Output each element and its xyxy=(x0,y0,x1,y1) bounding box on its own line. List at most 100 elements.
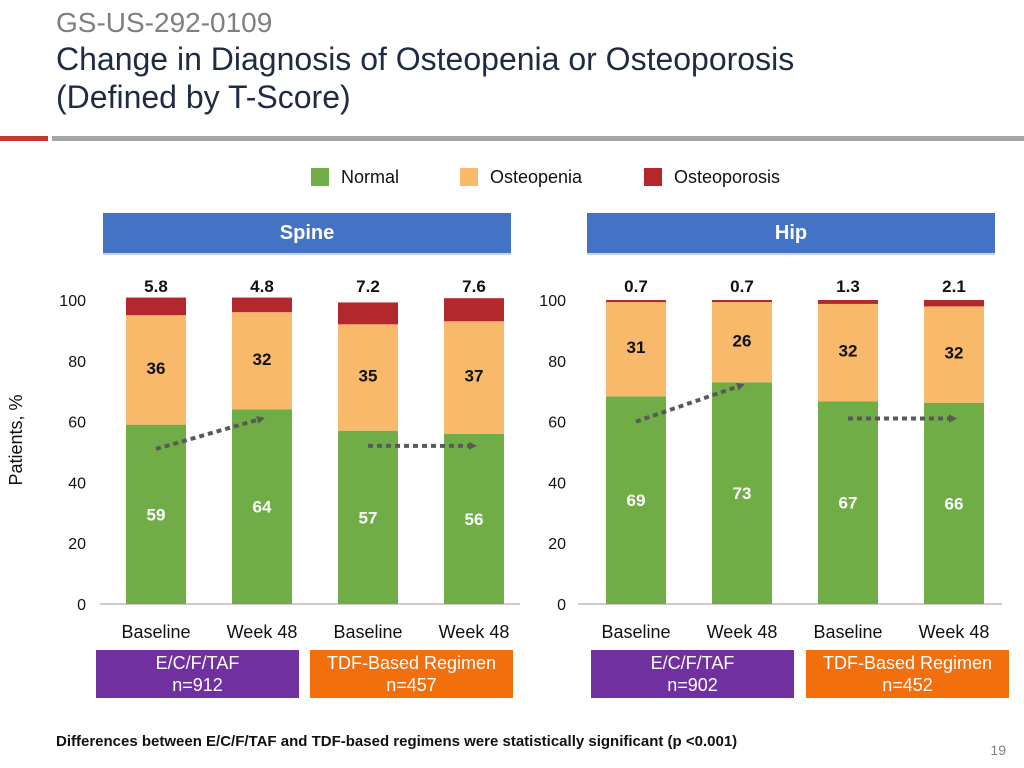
group-n: n=902 xyxy=(667,675,718,695)
group-name: E/C/F/TAF xyxy=(650,653,735,673)
legend-label-osteopenia: Osteopenia xyxy=(490,166,583,187)
spine-bar-normal xyxy=(232,409,292,604)
spine-category-label: Baseline xyxy=(121,622,190,642)
stacked-bar-charts: 0 20 40 60 80 100 59 36 5.8 Baseline 64 32 4.8 Week 4… xyxy=(59,277,1002,642)
spine-label-normal: 57 xyxy=(359,508,378,527)
hip-bar-normal xyxy=(818,401,878,604)
hip-label-normal: 69 xyxy=(627,491,646,510)
legend-item-normal: Normal xyxy=(311,166,399,188)
hip-category-label: Baseline xyxy=(813,622,882,642)
legend-label-normal: Normal xyxy=(341,166,400,187)
spine-y-tick-label: 0 xyxy=(77,597,86,614)
hip-label-osteoporosis: 2.1 xyxy=(942,277,966,296)
hip-label-osteoporosis: 0.7 xyxy=(730,277,754,296)
group-name: E/C/F/TAF xyxy=(155,653,240,673)
spine-bar-osteoporosis xyxy=(126,297,186,316)
legend-item-osteopenia: Osteopenia xyxy=(460,166,582,188)
spine-bar-osteopenia xyxy=(338,324,398,431)
hip-category-label: Week 48 xyxy=(919,622,990,642)
hip-bar-osteoporosis xyxy=(818,300,878,304)
hip-bar-normal xyxy=(712,382,772,604)
group-name: TDF-Based Regimen xyxy=(822,653,993,673)
spine-bar-osteoporosis xyxy=(338,302,398,325)
spine-bar-osteopenia xyxy=(444,321,504,434)
spine-bar-osteopenia xyxy=(126,315,186,425)
spine-y-tick-label: 80 xyxy=(68,354,86,371)
hip-bar-osteopenia xyxy=(712,302,772,383)
spine-label-osteoporosis: 7.2 xyxy=(356,277,380,296)
hip-y-tick-label: 100 xyxy=(539,293,566,310)
spine-label-osteopenia: 37 xyxy=(465,367,484,386)
spine-label-osteopenia: 36 xyxy=(147,359,166,378)
hip-bar-normal xyxy=(924,402,984,604)
hip-y-tick-label: 40 xyxy=(548,475,566,492)
group-box-spine-tdf: TDF-Based Regimen n=457 xyxy=(310,650,513,698)
hip-label-osteoporosis: 1.3 xyxy=(836,277,860,296)
spine-label-normal: 64 xyxy=(253,498,272,517)
hip-label-normal: 66 xyxy=(945,494,964,513)
spine-bar-normal xyxy=(444,433,504,604)
spine-label-normal: 56 xyxy=(465,510,484,529)
spine-category-label: Week 48 xyxy=(439,622,510,642)
spine-y-tick-label: 100 xyxy=(59,293,86,310)
spine-category-label: Week 48 xyxy=(227,622,298,642)
hip-y-tick-label: 0 xyxy=(557,597,566,614)
spine-y-tick-label: 40 xyxy=(68,475,86,492)
hip-label-normal: 73 xyxy=(733,484,752,503)
hip-y-tick-label: 60 xyxy=(548,415,566,432)
spine-bar-normal xyxy=(338,430,398,604)
spine-y-tick-label: 20 xyxy=(68,536,86,553)
study-id: GS-US-292-0109 xyxy=(56,7,273,38)
spine-bar-normal xyxy=(126,424,186,604)
hip-bar-normal xyxy=(606,396,666,604)
hip-label-osteopenia: 32 xyxy=(945,344,964,363)
legend-swatch-osteopenia xyxy=(460,168,478,186)
hip-bar-osteopenia xyxy=(606,302,666,397)
title-line-1: Change in Diagnosis of Osteopenia or Ost… xyxy=(56,41,795,77)
spine-y-tick-label: 60 xyxy=(68,415,86,432)
spine-label-osteoporosis: 5.8 xyxy=(144,277,168,296)
hip-category-label: Week 48 xyxy=(707,622,778,642)
group-n: n=912 xyxy=(172,675,223,695)
title-line-2: (Defined by T-Score) xyxy=(56,79,351,115)
page-number: 19 xyxy=(990,742,1006,758)
hip-y-tick-label: 20 xyxy=(548,536,566,553)
panel-header-hip: Hip xyxy=(587,213,995,255)
hip-bar-osteopenia xyxy=(924,306,984,403)
legend-item-osteoporosis: Osteoporosis xyxy=(644,166,780,188)
hip-label-osteopenia: 31 xyxy=(627,338,646,357)
footnote: Differences between E/C/F/TAF and TDF-ba… xyxy=(56,733,738,750)
spine-bar-osteoporosis xyxy=(232,297,292,313)
group-box-spine-ecftaf: E/C/F/TAF n=912 xyxy=(96,650,299,698)
legend-label-osteoporosis: Osteoporosis xyxy=(674,166,781,187)
spine-label-normal: 59 xyxy=(147,505,166,524)
hip-label-osteoporosis: 0.7 xyxy=(624,277,648,296)
spine-bar-osteoporosis xyxy=(444,298,504,322)
hip-y-tick-label: 80 xyxy=(548,354,566,371)
spine-category-label: Baseline xyxy=(333,622,402,642)
panel-header-spine: Spine xyxy=(103,213,511,255)
group-box-hip-tdf: TDF-Based Regimen n=452 xyxy=(806,650,1009,698)
hip-bar-osteoporosis xyxy=(606,300,666,303)
hip-label-normal: 67 xyxy=(839,494,858,513)
group-n: n=452 xyxy=(882,675,933,695)
title-rule-accent xyxy=(0,136,48,141)
hip-label-osteopenia: 32 xyxy=(839,342,858,361)
spine-trend-arrow xyxy=(155,416,265,451)
hip-bar-osteoporosis xyxy=(924,300,984,307)
spine-label-osteopenia: 35 xyxy=(359,367,378,386)
hip-label-osteopenia: 26 xyxy=(733,331,752,350)
title-rule xyxy=(52,136,1024,141)
spine-label-osteoporosis: 4.8 xyxy=(250,277,274,296)
group-box-hip-ecftaf: E/C/F/TAF n=902 xyxy=(591,650,794,698)
group-name: TDF-Based Regimen xyxy=(326,653,497,673)
legend-swatch-normal xyxy=(311,168,329,186)
chart-legend: Normal Osteopenia Osteoporosis xyxy=(0,166,1024,188)
hip-trend-arrow xyxy=(635,382,745,424)
spine-label-osteopenia: 32 xyxy=(253,350,272,369)
slide-title: GS-US-292-0109 Change in Diagnosis of Os… xyxy=(56,6,996,116)
hip-bar-osteopenia xyxy=(818,303,878,402)
group-n: n=457 xyxy=(386,675,437,695)
spine-label-osteoporosis: 7.6 xyxy=(462,277,486,296)
legend-swatch-osteoporosis xyxy=(644,168,662,186)
